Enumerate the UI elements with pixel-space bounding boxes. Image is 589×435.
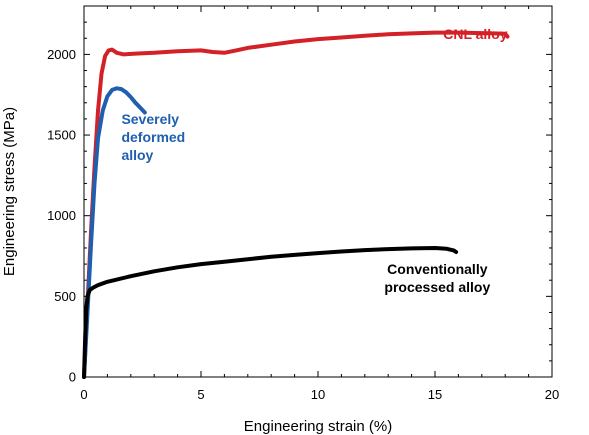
series-line-severely-deformed-alloy	[82, 86, 147, 379]
series-layer	[82, 30, 510, 379]
x-tick-label: 10	[311, 387, 325, 402]
axes: 0 5 10 15 20 0 500 1000 1500 2000	[47, 5, 559, 402]
series-label: CNL alloy	[443, 26, 508, 42]
series-label-line: Severely	[121, 111, 179, 127]
series-label-line: alloy	[121, 147, 153, 163]
x-tick-label: 0	[80, 387, 87, 402]
x-tick-label: 20	[545, 387, 559, 402]
y-tick-label: 1500	[47, 128, 76, 143]
y-tick-label: 0	[69, 370, 76, 385]
series-label-line: CNL alloy	[443, 26, 508, 42]
annotation-layer: CNL alloy Severely deformed alloy Convention…	[121, 26, 507, 295]
x-axis-title: Engineering strain (%)	[244, 418, 392, 435]
y-tick-label: 2000	[47, 47, 76, 62]
series-label: Conventionally processed alloy	[384, 261, 490, 295]
x-tick-label: 5	[197, 387, 204, 402]
series-label-line: processed alloy	[384, 279, 490, 295]
series-label-line: deformed	[121, 129, 185, 145]
plot-frame	[83, 5, 553, 378]
y-tick-label: 500	[54, 289, 76, 304]
series-line-conventionally-processed-alloy	[82, 246, 459, 379]
series-label-line: Conventionally	[387, 261, 488, 277]
y-tick-label: 1000	[47, 208, 76, 223]
x-tick-label: 15	[428, 387, 442, 402]
series-line-cnl-alloy	[82, 30, 510, 379]
y-axis-title: Engineering stress (MPa)	[1, 107, 18, 276]
series-label: Severely deformed alloy	[121, 111, 185, 163]
